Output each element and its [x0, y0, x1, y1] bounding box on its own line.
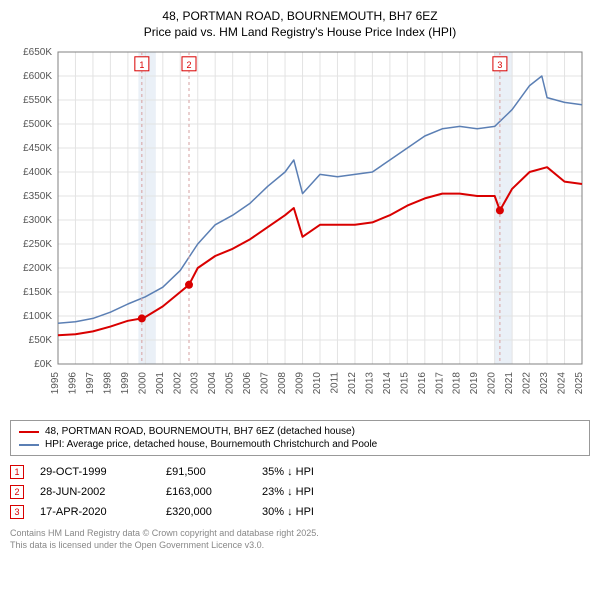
- line-chart-svg: £0K £50K £100K £150K £200K £250K £300K £350K £40…: [10, 44, 590, 414]
- footer-attribution: Contains HM Land Registry data © Crown c…: [10, 528, 590, 551]
- transaction-diff: 23% ↓ HPI: [262, 486, 382, 498]
- svg-text:2000: 2000: [137, 372, 148, 395]
- svg-text:2014: 2014: [382, 372, 393, 395]
- svg-text:2015: 2015: [399, 372, 410, 395]
- svg-text:£200K: £200K: [23, 263, 52, 274]
- svg-text:2: 2: [186, 60, 191, 70]
- svg-text:£650K: £650K: [23, 47, 52, 58]
- svg-text:£350K: £350K: [23, 191, 52, 202]
- transaction-price: £91,500: [166, 466, 246, 478]
- svg-text:£600K: £600K: [23, 71, 52, 82]
- svg-text:2003: 2003: [190, 372, 201, 395]
- svg-text:1: 1: [139, 60, 144, 70]
- svg-text:£50K: £50K: [29, 335, 53, 346]
- svg-text:£500K: £500K: [23, 119, 52, 130]
- svg-text:£250K: £250K: [23, 239, 52, 250]
- svg-text:2012: 2012: [347, 372, 358, 395]
- svg-text:2005: 2005: [225, 372, 236, 395]
- svg-text:£450K: £450K: [23, 143, 52, 154]
- svg-text:1997: 1997: [85, 372, 96, 395]
- svg-text:2025: 2025: [574, 372, 585, 395]
- transaction-diff: 35% ↓ HPI: [262, 466, 382, 478]
- svg-text:1999: 1999: [120, 372, 131, 395]
- legend-swatch: [19, 431, 39, 433]
- chart-title: 48, PORTMAN ROAD, BOURNEMOUTH, BH7 6EZ P…: [10, 8, 590, 40]
- transaction-row: 2 28-JUN-2002 £163,000 23% ↓ HPI: [10, 482, 590, 502]
- svg-text:2020: 2020: [487, 372, 498, 395]
- svg-text:1996: 1996: [67, 372, 78, 395]
- transaction-date: 17-APR-2020: [40, 506, 150, 518]
- svg-text:2004: 2004: [207, 372, 218, 395]
- transaction-row: 1 29-OCT-1999 £91,500 35% ↓ HPI: [10, 462, 590, 482]
- transaction-price: £320,000: [166, 506, 246, 518]
- transaction-diff: 30% ↓ HPI: [262, 506, 382, 518]
- transaction-marker: 3: [10, 505, 24, 519]
- svg-text:£400K: £400K: [23, 167, 52, 178]
- svg-text:2018: 2018: [452, 372, 463, 395]
- svg-text:2007: 2007: [260, 372, 271, 395]
- svg-text:2021: 2021: [504, 372, 515, 395]
- svg-text:£0K: £0K: [34, 359, 52, 370]
- legend-label: HPI: Average price, detached house, Bour…: [45, 439, 377, 450]
- svg-text:1995: 1995: [50, 372, 61, 395]
- legend-label: 48, PORTMAN ROAD, BOURNEMOUTH, BH7 6EZ (…: [45, 426, 355, 437]
- svg-text:2024: 2024: [557, 372, 568, 395]
- transaction-row: 3 17-APR-2020 £320,000 30% ↓ HPI: [10, 502, 590, 522]
- svg-text:2002: 2002: [172, 372, 183, 395]
- svg-text:2010: 2010: [312, 372, 323, 395]
- transaction-date: 28-JUN-2002: [40, 486, 150, 498]
- svg-text:2008: 2008: [277, 372, 288, 395]
- svg-text:2006: 2006: [242, 372, 253, 395]
- legend-swatch: [19, 444, 39, 446]
- svg-text:3: 3: [497, 60, 502, 70]
- svg-text:2016: 2016: [417, 372, 428, 395]
- svg-text:£100K: £100K: [23, 311, 52, 322]
- chart-area: £0K £50K £100K £150K £200K £250K £300K £350K £40…: [10, 44, 590, 414]
- svg-text:2001: 2001: [155, 372, 166, 395]
- legend: 48, PORTMAN ROAD, BOURNEMOUTH, BH7 6EZ (…: [10, 420, 590, 456]
- title-line-1: 48, PORTMAN ROAD, BOURNEMOUTH, BH7 6EZ: [10, 8, 590, 24]
- svg-text:£550K: £550K: [23, 95, 52, 106]
- footer-line-1: Contains HM Land Registry data © Crown c…: [10, 528, 590, 540]
- svg-text:1998: 1998: [102, 372, 113, 395]
- svg-text:2011: 2011: [329, 372, 340, 394]
- svg-text:2023: 2023: [539, 372, 550, 395]
- transaction-date: 29-OCT-1999: [40, 466, 150, 478]
- svg-text:2017: 2017: [434, 372, 445, 395]
- title-line-2: Price paid vs. HM Land Registry's House …: [10, 24, 590, 40]
- transaction-marker: 1: [10, 465, 24, 479]
- svg-text:£300K: £300K: [23, 215, 52, 226]
- svg-text:2019: 2019: [469, 372, 480, 395]
- footer-line-2: This data is licensed under the Open Gov…: [10, 540, 590, 552]
- transaction-price: £163,000: [166, 486, 246, 498]
- svg-text:£150K: £150K: [23, 287, 52, 298]
- svg-text:2009: 2009: [295, 372, 306, 395]
- svg-text:2013: 2013: [364, 372, 375, 395]
- legend-item: 48, PORTMAN ROAD, BOURNEMOUTH, BH7 6EZ (…: [19, 425, 581, 438]
- transactions-table: 1 29-OCT-1999 £91,500 35% ↓ HPI 2 28-JUN-2002…: [10, 462, 590, 522]
- svg-text:2022: 2022: [522, 372, 533, 395]
- transaction-marker: 2: [10, 485, 24, 499]
- legend-item: HPI: Average price, detached house, Bour…: [19, 438, 581, 451]
